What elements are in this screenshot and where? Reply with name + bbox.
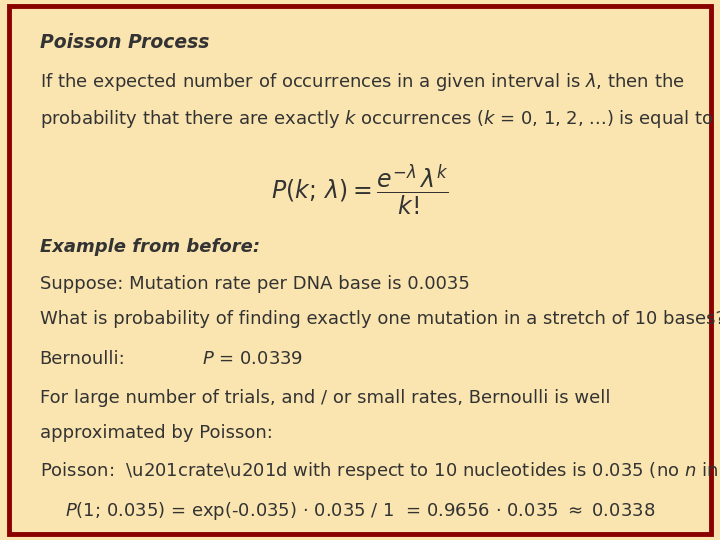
- Text: For large number of trials, and / or small rates, Bernoulli is well: For large number of trials, and / or sma…: [40, 389, 610, 407]
- Text: $P$ = 0.0339: $P$ = 0.0339: [202, 350, 303, 368]
- Text: Suppose: Mutation rate per DNA base is 0.0035: Suppose: Mutation rate per DNA base is 0…: [40, 275, 469, 293]
- Text: $P(k;\,\lambda) = \dfrac{e^{-\lambda}\,\lambda^k}{k!}$: $P(k;\,\lambda) = \dfrac{e^{-\lambda}\,\…: [271, 162, 449, 217]
- Text: Poisson Process: Poisson Process: [40, 33, 209, 52]
- Text: Bernoulli:: Bernoulli:: [40, 350, 125, 368]
- FancyBboxPatch shape: [9, 6, 711, 534]
- Text: probability that there are exactly $k$ occurrences ($k$ = 0, 1, 2, ...) is equal: probability that there are exactly $k$ o…: [40, 108, 714, 130]
- Text: approximated by Poisson:: approximated by Poisson:: [40, 424, 272, 442]
- Text: If the expected number of occurrences in a given interval is $\lambda$, then the: If the expected number of occurrences in…: [40, 71, 684, 93]
- Text: What is probability of finding exactly one mutation in a stretch of 10 bases?: What is probability of finding exactly o…: [40, 310, 720, 328]
- Text: Example from before:: Example from before:: [40, 238, 260, 255]
- Text: Poisson:  \u201crate\u201d with respect to 10 nucleotides is 0.035 (no $n$ in fo: Poisson: \u201crate\u201d with respect t…: [40, 460, 720, 482]
- Text: $P$(1; 0.035) = exp(-0.035) $\cdot$ 0.035 / 1  = 0.9656 $\cdot$ 0.035 $\approx$ : $P$(1; 0.035) = exp(-0.035) $\cdot$ 0.03…: [65, 500, 655, 522]
